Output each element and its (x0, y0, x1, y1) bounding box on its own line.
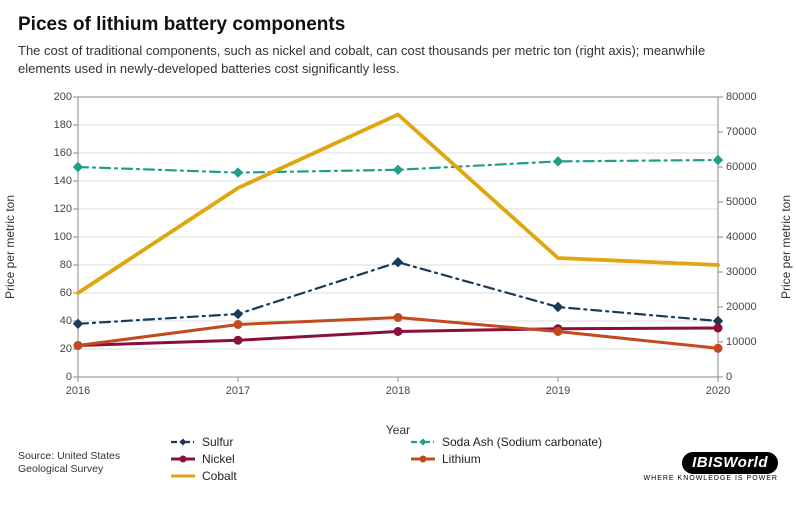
source-text: Source: United States Geological Survey (18, 450, 148, 476)
plot-svg (18, 87, 778, 407)
ibisworld-logo: IBISWorld WHERE KNOWLEDGE IS POWER (644, 452, 778, 482)
legend-swatch-icon (410, 452, 436, 466)
tick-label: 80 (32, 259, 72, 271)
y-axis-right-label: Price per metric ton (779, 195, 793, 299)
chart-subtitle: The cost of traditional components, such… (18, 42, 758, 77)
tick-label: 20000 (726, 301, 776, 313)
tick-label: 160 (32, 147, 72, 159)
legend-item: Nickel (170, 450, 410, 467)
legend-swatch-icon (410, 435, 436, 449)
tick-label: 0 (726, 371, 776, 383)
legend-label: Nickel (202, 452, 235, 466)
tick-label: 120 (32, 203, 72, 215)
tick-label: 50000 (726, 196, 776, 208)
tick-label: 200 (32, 91, 72, 103)
tick-label: 140 (32, 175, 72, 187)
tick-label: 0 (32, 371, 72, 383)
tick-label: 20 (32, 343, 72, 355)
tick-label: 2020 (706, 385, 730, 397)
tick-label: 30000 (726, 266, 776, 278)
tick-label: 10000 (726, 336, 776, 348)
chart-container: Pices of lithium battery components The … (0, 0, 796, 506)
legend-item: Sulfur (170, 433, 410, 450)
legend-item: Lithium (410, 450, 650, 467)
tick-label: 100 (32, 231, 72, 243)
logo-brand: IBISWorld (682, 452, 778, 474)
tick-label: 70000 (726, 126, 776, 138)
y-axis-left-label: Price per metric ton (3, 195, 17, 299)
legend-label: Cobalt (202, 469, 237, 483)
logo-tagline: WHERE KNOWLEDGE IS POWER (644, 475, 778, 482)
tick-label: 40000 (726, 231, 776, 243)
legend-label: Sulfur (202, 435, 233, 449)
tick-label: 2018 (386, 385, 410, 397)
tick-label: 60000 (726, 161, 776, 173)
legend-item: Cobalt (170, 467, 410, 484)
legend-swatch-icon (170, 452, 196, 466)
plot-area: Price per metric ton Price per metric to… (18, 87, 778, 407)
tick-label: 180 (32, 119, 72, 131)
chart-title: Pices of lithium battery components (18, 14, 778, 36)
legend-item: Soda Ash (Sodium carbonate) (410, 433, 650, 450)
legend-label: Lithium (442, 452, 481, 466)
legend-swatch-icon (170, 469, 196, 483)
tick-label: 60 (32, 287, 72, 299)
legend: Sulfur Soda Ash (Sodium carbonate) Nickel L… (170, 433, 670, 484)
tick-label: 40 (32, 315, 72, 327)
tick-label: 2016 (66, 385, 90, 397)
legend-label: Soda Ash (Sodium carbonate) (442, 435, 602, 449)
tick-label: 80000 (726, 91, 776, 103)
tick-label: 2017 (226, 385, 250, 397)
legend-swatch-icon (170, 435, 196, 449)
tick-label: 2019 (546, 385, 570, 397)
